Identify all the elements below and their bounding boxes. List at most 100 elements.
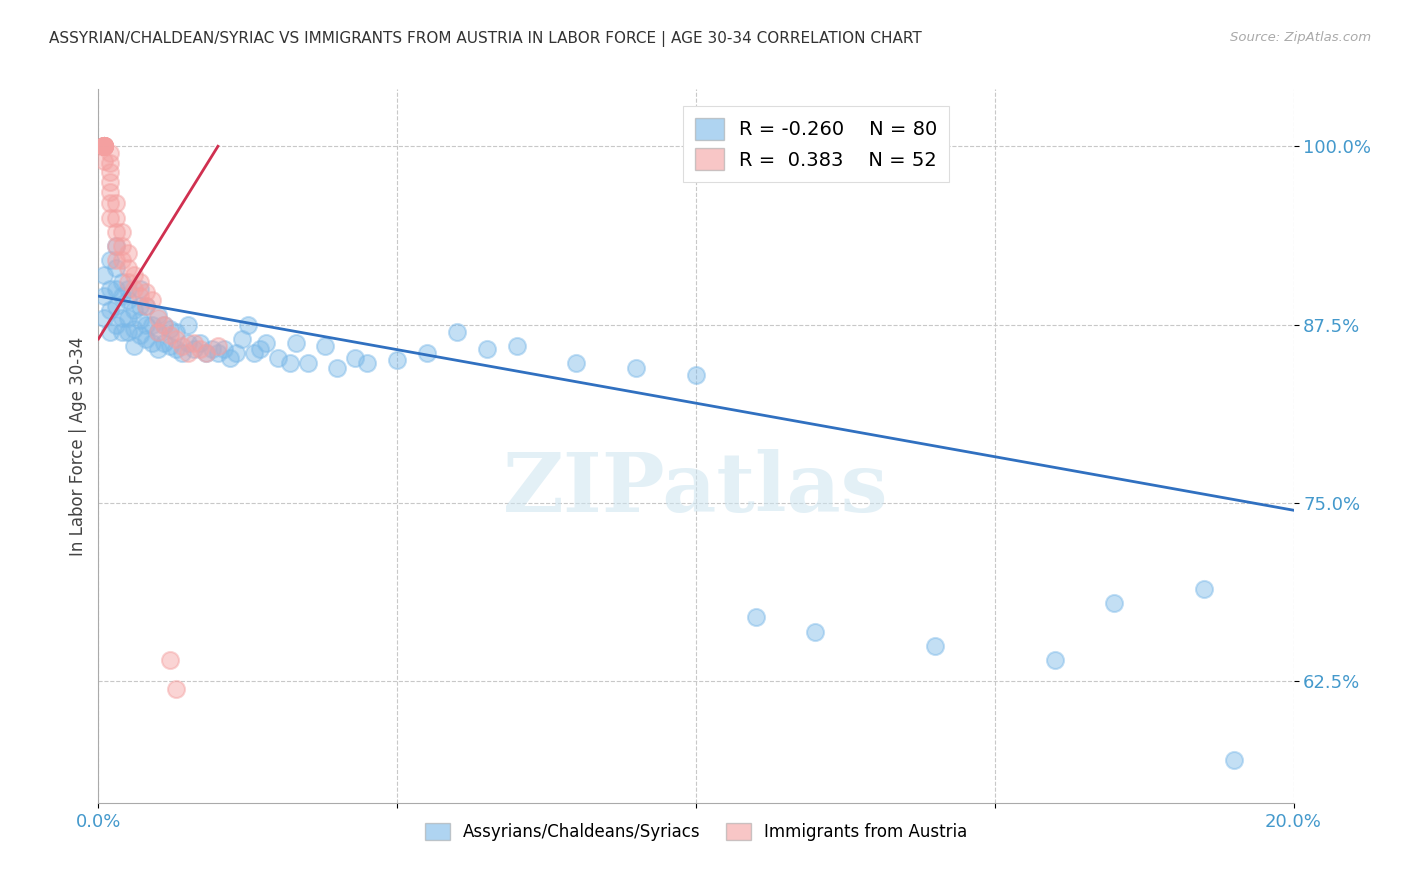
- Point: [326, 360, 349, 375]
- Point: [135, 299, 157, 313]
- Point: [135, 332, 157, 346]
- Point: [98, 303, 122, 318]
- Point: [159, 653, 181, 667]
- Point: [111, 289, 134, 303]
- Point: [565, 356, 588, 370]
- Point: [172, 339, 194, 353]
- Point: [129, 275, 152, 289]
- Point: [153, 318, 176, 332]
- Point: [148, 325, 170, 339]
- Point: [129, 327, 152, 342]
- Point: [685, 368, 707, 382]
- Point: [105, 282, 128, 296]
- Point: [183, 336, 205, 351]
- Point: [201, 342, 224, 356]
- Point: [416, 346, 439, 360]
- Point: [98, 156, 122, 170]
- Point: [385, 353, 409, 368]
- Point: [188, 336, 211, 351]
- Point: [105, 239, 128, 253]
- Point: [124, 303, 146, 318]
- Point: [183, 342, 205, 356]
- Point: [159, 327, 181, 342]
- Point: [98, 253, 122, 268]
- Point: [93, 153, 115, 168]
- Point: [93, 139, 115, 153]
- Point: [148, 310, 170, 325]
- Point: [93, 139, 115, 153]
- Point: [804, 624, 827, 639]
- Point: [267, 351, 290, 365]
- Point: [135, 318, 157, 332]
- Point: [98, 146, 122, 161]
- Point: [249, 342, 271, 356]
- Point: [105, 299, 128, 313]
- Point: [165, 681, 187, 696]
- Point: [141, 318, 163, 332]
- Point: [93, 268, 115, 282]
- Point: [177, 336, 200, 351]
- Point: [93, 139, 115, 153]
- Point: [297, 356, 319, 370]
- Point: [93, 139, 115, 153]
- Point: [105, 260, 128, 275]
- Point: [124, 282, 146, 296]
- Point: [135, 285, 157, 299]
- Point: [172, 346, 194, 360]
- Point: [153, 336, 176, 351]
- Point: [159, 339, 181, 353]
- Point: [148, 342, 170, 356]
- Point: [284, 336, 307, 351]
- Point: [344, 351, 367, 365]
- Point: [93, 289, 115, 303]
- Point: [98, 282, 122, 296]
- Point: [105, 318, 128, 332]
- Point: [117, 275, 139, 289]
- Point: [93, 139, 115, 153]
- Point: [117, 282, 139, 296]
- Point: [105, 211, 128, 225]
- Point: [117, 310, 139, 325]
- Point: [98, 196, 122, 211]
- Point: [177, 318, 200, 332]
- Point: [98, 211, 122, 225]
- Point: [188, 342, 211, 356]
- Point: [98, 175, 122, 189]
- Point: [129, 289, 152, 303]
- Point: [111, 325, 134, 339]
- Point: [236, 318, 259, 332]
- Point: [177, 346, 200, 360]
- Point: [165, 325, 187, 339]
- Point: [165, 342, 187, 356]
- Point: [141, 293, 163, 308]
- Point: [148, 308, 170, 322]
- Point: [278, 356, 301, 370]
- Point: [207, 346, 229, 360]
- Point: [93, 310, 115, 325]
- Text: ZIPatlas: ZIPatlas: [503, 449, 889, 529]
- Point: [243, 346, 266, 360]
- Point: [129, 282, 152, 296]
- Text: ASSYRIAN/CHALDEAN/SYRIAC VS IMMIGRANTS FROM AUSTRIA IN LABOR FORCE | AGE 30-34 C: ASSYRIAN/CHALDEAN/SYRIAC VS IMMIGRANTS F…: [49, 31, 922, 47]
- Point: [475, 342, 498, 356]
- Legend: Assyrians/Chaldeans/Syriacs, Immigrants from Austria: Assyrians/Chaldeans/Syriacs, Immigrants …: [418, 816, 974, 848]
- Point: [93, 139, 115, 153]
- Point: [356, 356, 378, 370]
- Point: [105, 253, 128, 268]
- Point: [212, 342, 235, 356]
- Point: [153, 318, 176, 332]
- Point: [195, 346, 218, 360]
- Point: [315, 339, 337, 353]
- Point: [117, 293, 139, 308]
- Point: [111, 275, 134, 289]
- Point: [506, 339, 529, 353]
- Point: [111, 225, 134, 239]
- Point: [105, 196, 128, 211]
- Point: [1104, 596, 1126, 610]
- Point: [117, 260, 139, 275]
- Point: [135, 299, 157, 313]
- Point: [117, 246, 139, 260]
- Point: [93, 139, 115, 153]
- Point: [446, 325, 468, 339]
- Point: [117, 325, 139, 339]
